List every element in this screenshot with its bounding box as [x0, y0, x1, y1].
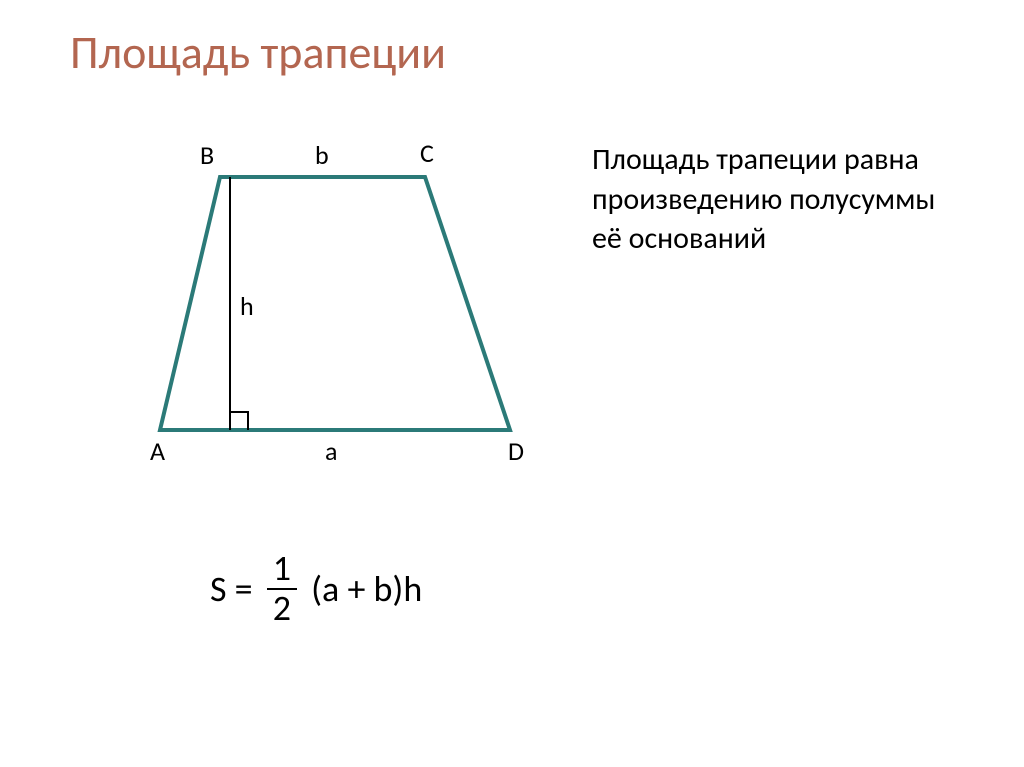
- formula-lhs: S =: [210, 567, 253, 611]
- right-angle-marker: [230, 412, 248, 430]
- page-title: Площадь трапеции: [70, 25, 446, 81]
- side-label-h: h: [240, 290, 254, 322]
- vertex-label-a: A: [150, 435, 165, 467]
- theorem-description: Площадь трапеции равна произведению полу…: [592, 140, 952, 259]
- fraction-denominator: 2: [267, 590, 297, 628]
- trapezoid-shape: [160, 177, 510, 430]
- area-formula: S = 1 2 (a + b)h: [210, 550, 422, 628]
- formula-fraction: 1 2: [267, 550, 297, 628]
- trapezoid-diagram: A B C D b a h: [130, 135, 570, 475]
- vertex-label-b: B: [200, 139, 214, 171]
- vertex-label-c: C: [420, 137, 434, 169]
- side-label-b: b: [315, 139, 329, 171]
- trapezoid-svg: [130, 135, 570, 475]
- vertex-label-d: D: [508, 435, 524, 467]
- fraction-numerator: 1: [267, 550, 297, 590]
- side-label-a: a: [325, 435, 337, 467]
- formula-rhs: (a + b)h: [311, 567, 422, 611]
